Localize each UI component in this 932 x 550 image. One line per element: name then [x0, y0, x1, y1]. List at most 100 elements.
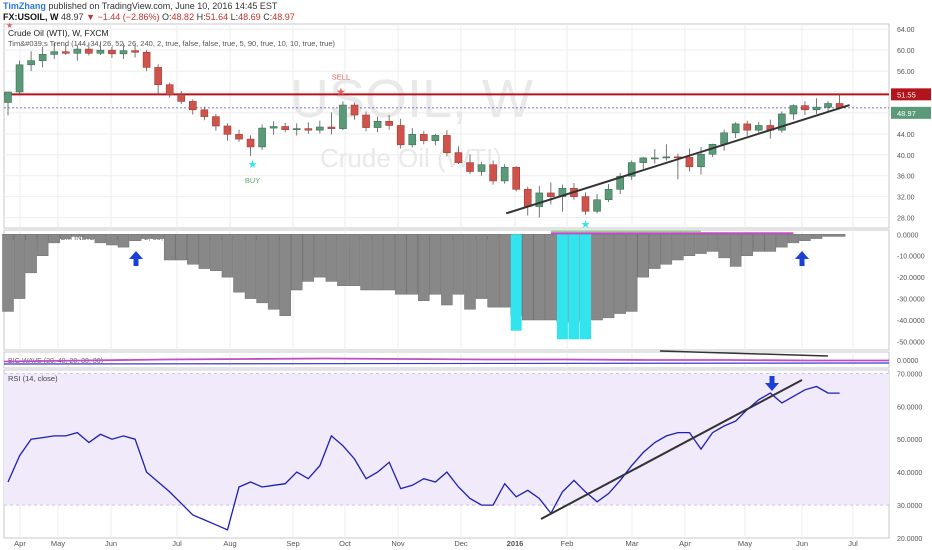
candle — [373, 120, 382, 128]
indicator-bar — [117, 234, 130, 248]
watermark-name: Crude Oil (WTI) — [320, 143, 502, 173]
indicator-bar — [175, 234, 187, 261]
price-axis-tick: 36.00 — [897, 174, 915, 181]
low-value: 48.69 — [238, 12, 261, 22]
indicator-bar — [452, 234, 465, 295]
open-value: 48.82 — [171, 12, 195, 22]
candle — [223, 125, 232, 135]
symbol-text: FX:USOIL, W — [3, 12, 59, 22]
candle — [131, 50, 139, 53]
candle — [304, 128, 313, 131]
candle — [385, 120, 393, 126]
buy-star-icon: ★ — [248, 159, 258, 171]
indicator-label: Tim&#039;s Trend (144, 34, 26, 52, 26, 2… — [8, 39, 335, 48]
candle — [731, 123, 740, 134]
indicator-bar — [498, 234, 511, 308]
candle — [108, 49, 116, 55]
candle — [650, 157, 659, 160]
indicator-bar — [625, 234, 638, 312]
price-axis-tick: 44.00 — [897, 132, 915, 139]
indicator-bar — [106, 234, 118, 246]
resistance-badge-label: 51.55 — [897, 90, 916, 99]
wave-baseline — [3, 362, 890, 365]
candle — [50, 51, 59, 55]
indicator-bar — [787, 234, 800, 244]
candle — [477, 164, 486, 172]
candle — [362, 114, 370, 128]
rsi-axis-tick: 70.0000 — [897, 371, 922, 378]
indicator-bar — [25, 234, 37, 274]
indicator-bar — [291, 234, 303, 291]
indicator-bar — [672, 234, 684, 261]
indicator-axis-tick: -10.0000 — [897, 254, 925, 261]
candle — [443, 135, 451, 153]
wave-axis-tick: 0.0000 — [897, 358, 919, 365]
time-axis-tick: Jun — [105, 539, 117, 548]
resistance-badge — [891, 88, 931, 101]
indicator-axis-tick: -40.0000 — [897, 318, 925, 325]
indicator-bar — [706, 234, 719, 252]
indicator-bar — [210, 234, 222, 271]
time-axis-tick: Oct — [339, 539, 352, 548]
candle — [593, 199, 601, 212]
indicator-bar — [799, 234, 811, 241]
candle — [154, 67, 162, 85]
candle — [489, 164, 497, 182]
indicator-signal-bar — [580, 234, 591, 340]
indicator-bar — [695, 234, 707, 254]
indicator-signal-bar — [568, 234, 580, 340]
candle — [581, 196, 590, 212]
candle — [235, 134, 243, 140]
indicator-bar — [810, 234, 823, 239]
candle — [547, 192, 555, 197]
time-axis-tick: Jun — [796, 539, 808, 548]
indicator-bar — [140, 234, 153, 239]
indicator-bar — [822, 234, 834, 237]
indicator-bar — [406, 234, 418, 295]
indicator-bar — [152, 234, 164, 239]
high-value: 51.64 — [205, 12, 229, 22]
indicator-bar — [464, 234, 476, 310]
time-axis-tick: Jul — [172, 539, 182, 548]
rsi-axis-tick: 20.0000 — [897, 536, 922, 543]
candle — [200, 109, 209, 117]
time-axis-tick: May — [51, 539, 65, 548]
close-label: C: — [263, 12, 273, 22]
time-axis-tick: Aug — [223, 539, 236, 548]
indicator-bar — [302, 234, 315, 282]
watermark-symbol: USOIL, W — [290, 69, 533, 129]
candle — [119, 50, 128, 55]
indicator-bar — [71, 234, 84, 237]
candle — [685, 157, 694, 168]
indicator-bar — [591, 234, 603, 321]
indicator-bar — [325, 234, 338, 282]
wave-trendline — [659, 350, 829, 357]
header-line-1: TimZhang published on TradingView.com, J… — [3, 1, 277, 11]
price-trendline — [505, 104, 850, 215]
rsi-band — [4, 373, 889, 506]
time-axis-tick: Apr — [679, 539, 691, 548]
rsi-trendline — [540, 379, 803, 520]
indicator-bar — [429, 234, 442, 295]
indicator-bar — [48, 234, 60, 244]
indicator-bar — [649, 234, 661, 269]
sell-star-icon: ★ — [6, 21, 13, 30]
last-price: 48.97 — [61, 12, 84, 22]
candle — [812, 106, 821, 111]
indicator-bar — [602, 234, 615, 319]
header-line-2: FX:USOIL, W 48.97 ▼ −1.44 (−2.86%) O:48.… — [3, 12, 295, 22]
indicator-axis-tick: -30.0000 — [897, 297, 925, 304]
candle — [339, 104, 347, 129]
indicator-signal-bar — [510, 234, 522, 331]
time-axis-tick: 2016 — [507, 539, 524, 548]
indicator-bar — [776, 234, 788, 248]
price-axis-tick: 40.00 — [897, 153, 915, 160]
candle — [627, 162, 636, 177]
candle — [4, 91, 12, 103]
candle — [454, 152, 463, 163]
sell-label: SELL — [332, 72, 350, 81]
buy-star-icon: ★ — [581, 219, 591, 231]
author-link[interactable]: TimZhang — [3, 1, 46, 11]
wave-line — [3, 357, 889, 363]
